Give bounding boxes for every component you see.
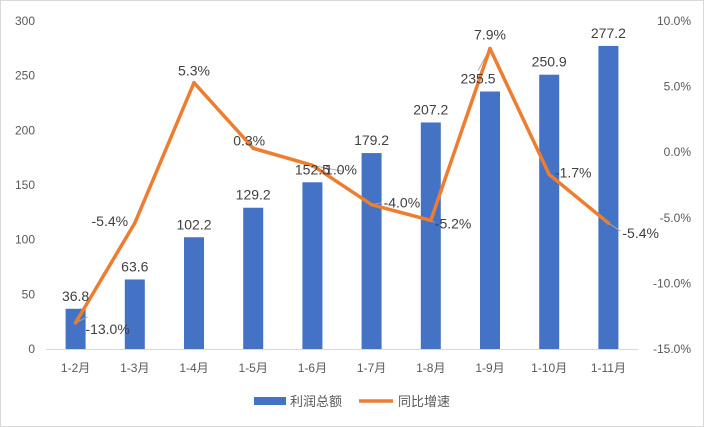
left-axis: 0 50 100 150 200 250 300 [15, 14, 35, 356]
line-point [251, 146, 255, 151]
bar-data-label: 207.2 [413, 101, 448, 117]
line-point [429, 218, 433, 223]
x-axis: 1-2月 1-3月 1-4月 1-5月 1-6月 1-7月 1-8月 1-9月 1-10月 1-1… [46, 349, 638, 375]
legend-line-label: 同比增速 [398, 395, 450, 410]
left-tick-label: 250 [15, 69, 35, 83]
line-data-label: 7.9% [474, 27, 506, 43]
left-tick-label: 100 [15, 233, 35, 247]
line-point [488, 46, 492, 51]
x-tick-label: 1-5月 [239, 361, 268, 375]
x-tick-label: 1-3月 [120, 361, 149, 375]
line-data-labels: -13.0% -5.4% 5.3% 0.3% -1.0% -4.0% -5.2% 7.9% -1… [85, 27, 659, 337]
legend-bar-label: 利润总额 [290, 395, 342, 410]
x-tick-label: 1-7月 [357, 361, 386, 375]
bar-data-label: 36.8 [62, 288, 89, 304]
bar-data-label: 129.2 [236, 187, 271, 203]
legend-bar-swatch [254, 397, 286, 405]
bar [302, 182, 323, 349]
right-axis: -15.0% -10.0% -5.0% 0.0% 5.0% 10.0% [653, 14, 691, 356]
x-tick-label: 1-4月 [179, 361, 208, 375]
line-data-label: 0.3% [233, 132, 265, 148]
bar [480, 91, 500, 350]
line-path [73, 46, 611, 325]
bar [539, 74, 560, 349]
line-point [73, 320, 78, 325]
line-data-label: -5.4% [622, 225, 659, 241]
line-data-label: -13.0% [85, 321, 129, 337]
x-tick-label: 1-2月 [61, 361, 90, 375]
right-tick-label: 5.0% [664, 80, 692, 94]
bar-data-label: 63.6 [121, 258, 148, 274]
bar [184, 237, 204, 349]
line-data-label: -5.2% [435, 215, 472, 231]
label-leader-lines [75, 48, 621, 324]
right-tick-label: -15.0% [653, 342, 691, 356]
x-tick-label: 1-10月 [531, 361, 567, 375]
line-data-label: -1.0% [320, 161, 357, 177]
label-leader-line [312, 164, 343, 172]
line-data-label: -1.7% [555, 165, 592, 181]
left-tick-label: 50 [22, 287, 36, 301]
line-point [310, 163, 315, 168]
line-data-label: -5.4% [92, 213, 129, 229]
bar-data-label: 152.5 [295, 161, 330, 177]
bar [361, 153, 382, 349]
line-data-label: 5.3% [178, 63, 210, 79]
left-tick-label: 300 [15, 14, 35, 28]
bar [598, 45, 619, 349]
bar [65, 308, 86, 349]
right-tick-label: -5.0% [660, 211, 692, 225]
bar-series [65, 45, 619, 350]
line-point [369, 202, 374, 207]
x-tick-label: 1-6月 [298, 361, 327, 375]
left-tick-label: 0 [28, 342, 35, 356]
left-tick-label: 200 [15, 123, 35, 137]
line-point [192, 80, 196, 85]
line-point [133, 221, 137, 225]
bar-data-label: 179.2 [354, 132, 389, 148]
bar [124, 279, 145, 349]
line-data-label: -4.0% [384, 195, 421, 211]
right-tick-label: -10.0% [653, 276, 691, 290]
label-leader-line [608, 222, 621, 232]
right-tick-label: 0.0% [664, 145, 692, 159]
bar-data-label: 250.9 [532, 54, 567, 70]
bar-data-labels: 36.8 63.6 102.2 129.2 152.5 179.2 207.2 235.5 25… [62, 25, 626, 304]
x-tick-label: 1-9月 [475, 361, 504, 375]
line-series [73, 46, 611, 325]
left-tick-label: 150 [15, 178, 35, 192]
bar [243, 207, 264, 349]
bar-data-label: 277.2 [591, 25, 626, 41]
bar [420, 122, 441, 349]
line-point [606, 221, 611, 225]
bar-data-label: 235.5 [460, 71, 495, 87]
legend: 利润总额 同比增速 [254, 395, 450, 410]
right-tick-label: 10.0% [657, 14, 691, 28]
x-tick-label: 1-11月 [591, 361, 626, 375]
x-tick-label: 1-8月 [416, 361, 445, 375]
line-point [547, 172, 551, 177]
bar-data-label: 102.2 [176, 216, 211, 232]
